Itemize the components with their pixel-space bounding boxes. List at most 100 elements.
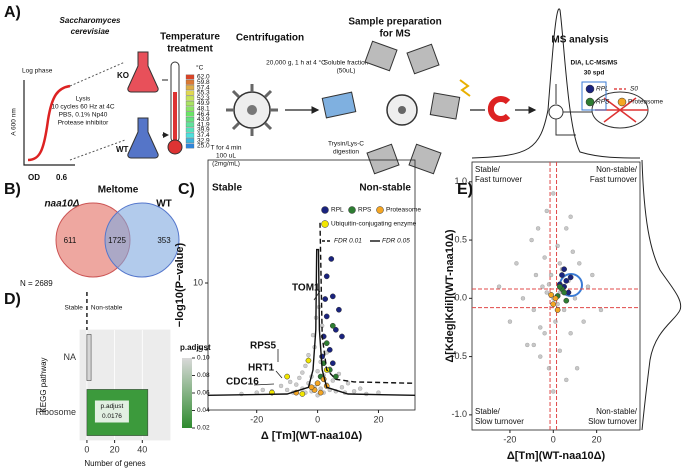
lysis: Protease inhibitor (58, 120, 109, 127)
flash (459, 79, 471, 97)
quadrant-label: Fast turnover (475, 175, 522, 184)
plot-frame (207, 159, 416, 411)
background-point (542, 255, 547, 260)
step-title: for MS (379, 29, 410, 40)
heating: T for 4 min (211, 145, 242, 152)
x-tick-label: 0 (315, 414, 320, 424)
rotor (247, 105, 257, 115)
thermometer-fill (173, 92, 177, 144)
annotation-box (94, 400, 129, 423)
background-point (553, 319, 558, 324)
plate (408, 143, 442, 175)
temp-swatch (185, 79, 195, 85)
plate (321, 91, 357, 119)
y-tick-label: Ribosome (35, 407, 76, 417)
background-point (538, 354, 543, 359)
panel-label: C) (178, 181, 195, 198)
venn-right-label: WT (156, 199, 172, 210)
background-point (564, 226, 569, 231)
background-point (542, 331, 547, 336)
background-point (533, 272, 539, 278)
temp-label: 41.9 (197, 121, 210, 128)
background-point (572, 296, 578, 301)
background-point (540, 284, 545, 289)
bar (86, 334, 92, 381)
venn-total: N = 2689 (20, 279, 53, 288)
temp-swatch (185, 138, 195, 144)
magnet (487, 96, 511, 122)
wt-flask (127, 117, 159, 159)
legend-marker (617, 97, 627, 107)
ko-label: KO (117, 71, 129, 80)
background-point (546, 366, 552, 371)
background-point (590, 272, 595, 278)
annotation: HRT1 (248, 363, 275, 374)
panel-b: B) Meltome naa10Δ WT 611 1725 353 N = 26… (4, 181, 180, 288)
marker (328, 256, 335, 262)
legend-label: S0 (630, 86, 638, 93)
temp-label: 55.3 (197, 90, 210, 97)
annotation: RPS5 (250, 341, 277, 352)
plate (366, 143, 400, 175)
marker (554, 307, 561, 313)
temp-label: 37.4 (197, 132, 210, 139)
legend-box (581, 81, 607, 111)
background-point (577, 261, 582, 266)
marker (323, 340, 330, 347)
plot-frame (471, 161, 641, 431)
marginal-density-y (641, 159, 682, 431)
background-point (568, 331, 573, 336)
y-tick-label: 0.0 (454, 293, 467, 303)
panel-label: B) (4, 181, 21, 198)
x-tick-label: -20 (250, 414, 263, 424)
marker (323, 313, 330, 320)
background-point (531, 342, 536, 348)
background-point (581, 319, 586, 324)
soluble: (50uL) (337, 68, 356, 75)
lysis: 10 cycles 60 Hz at 4C (51, 104, 115, 111)
background-point (529, 237, 534, 243)
panel-label: E) (457, 181, 473, 198)
background-point (570, 249, 575, 254)
digestion: Trysin/Lys-C (328, 141, 364, 148)
od-value: 0.6 (56, 173, 68, 182)
background-point (345, 381, 351, 386)
plate (364, 40, 398, 72)
temp-label: 32.9 (197, 137, 210, 144)
ko-flask (127, 51, 159, 93)
dotted-link (69, 61, 126, 161)
marker (322, 296, 329, 302)
background-point (548, 272, 554, 278)
temp-swatch (185, 132, 195, 138)
legend-label: FDR 0.05 (382, 238, 410, 245)
legend-marker (348, 206, 356, 214)
heating: (2mg/mL) (212, 161, 240, 168)
thermometer-bulb (167, 139, 183, 155)
venn-count: 1725 (108, 236, 126, 245)
marker (305, 357, 312, 364)
background-point (358, 386, 363, 391)
x-axis-label: OD (28, 173, 40, 182)
annotation-pointer (313, 290, 321, 301)
colorbar-title: p.adjust (180, 343, 211, 352)
marker (552, 295, 559, 302)
legend-marker (376, 206, 384, 214)
lysis: Lysis (76, 96, 91, 103)
legend-label: RPL (331, 207, 344, 214)
annotation: 0.0176 (102, 413, 122, 420)
marker (333, 326, 339, 333)
background-point (546, 282, 552, 287)
temp-label: 39.9 (197, 127, 210, 134)
background-point (278, 383, 284, 389)
temp-swatch (185, 90, 195, 96)
legend-marker (585, 97, 595, 107)
marker (329, 360, 336, 367)
marker (299, 391, 306, 397)
x-tick-label: -20 (503, 434, 516, 444)
step-title: Temperature (160, 32, 220, 43)
plate (429, 92, 461, 120)
marker (323, 273, 330, 280)
step-title: Sample preparation (348, 17, 441, 28)
annotation: CDC16 (226, 377, 259, 388)
log-phase: Log phase (22, 68, 53, 75)
